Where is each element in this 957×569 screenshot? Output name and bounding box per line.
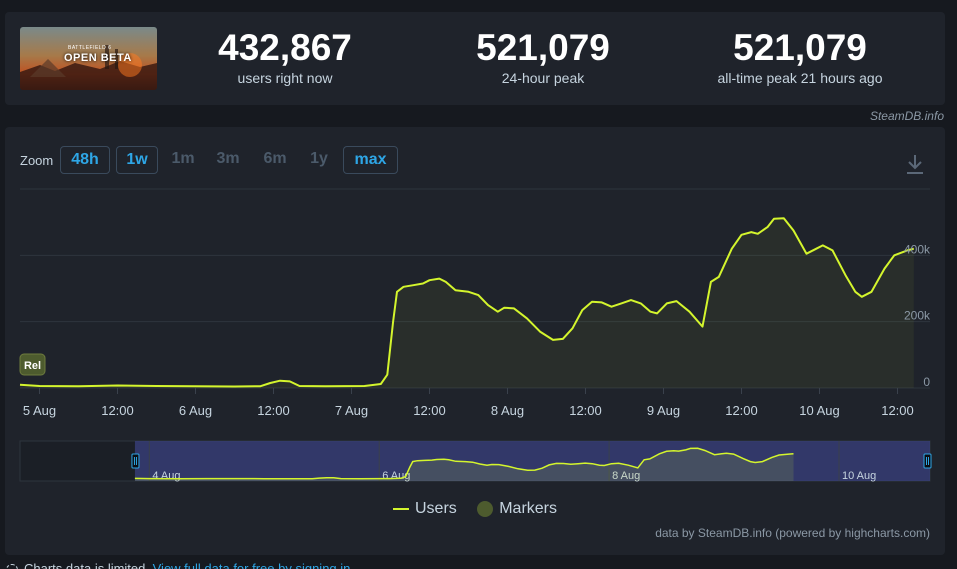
x-tick-label: 7 Aug (335, 403, 368, 418)
stat-label: all-time peak 21 hours ago (717, 70, 883, 86)
zoom-1y-button[interactable]: 1y (310, 150, 328, 167)
steamdb-credit-link[interactable]: SteamDB.info (869, 109, 944, 123)
zoom-max-button[interactable]: max (343, 146, 398, 174)
legend-item-markers[interactable]: Markers (477, 500, 557, 518)
chart-panel: Zoom 48h 1w 1m 3m 6m 1y max 0 200k 400k 5 A… (5, 127, 945, 555)
navigator-left-handle[interactable] (131, 453, 140, 469)
series-area (20, 218, 914, 388)
charts-limited-note: Charts data is limited. View full data f… (6, 561, 350, 569)
legend-label: Markers (499, 500, 557, 517)
navigator-line (134, 447, 794, 480)
footer-text: Charts data is limited. (24, 561, 149, 569)
x-tick-label: 8 Aug (491, 403, 524, 418)
zoom-1w-button[interactable]: 1w (116, 146, 158, 174)
x-tick-label: 12:00 (569, 403, 602, 418)
y-tick-label: 0 (923, 375, 930, 389)
y-tick-label: 400k (904, 242, 931, 256)
navigator-tick-label: 10 Aug (842, 470, 876, 482)
x-tick-label: 12:00 (257, 403, 290, 418)
stat-label: 24-hour peak (501, 70, 585, 86)
legend-line-swatch (392, 507, 409, 510)
series-line-users (19, 217, 915, 388)
x-tick-label: 12:00 (881, 403, 914, 418)
highcharts-credit[interactable]: data by SteamDB.info (powered by highcha… (655, 526, 930, 540)
stat-24h-peak: 521,079 24-hour peak (443, 27, 643, 87)
release-marker: Rel (19, 353, 46, 376)
thumbnail-title: OPEN BETA (64, 52, 132, 64)
x-tick-label: 12:00 (413, 403, 446, 418)
navigator-selection (134, 441, 930, 481)
stat-value: 521,079 (733, 27, 867, 68)
zoom-1m-button[interactable]: 1m (171, 150, 195, 167)
download-icon[interactable] (904, 153, 926, 175)
zoom-6m-button[interactable]: 6m (263, 150, 287, 167)
x-tick-label: 10 Aug (799, 403, 840, 418)
legend-item-users[interactable]: Users (392, 500, 457, 518)
legend-label: Users (414, 500, 457, 517)
x-tick-label: 6 Aug (179, 403, 212, 418)
legend-dot-swatch (477, 500, 494, 517)
loading-icon (6, 563, 18, 569)
zoom-48h-button[interactable]: 48h (60, 146, 110, 174)
stat-users-now: 432,867 users right now (185, 27, 385, 87)
x-tick-label: 12:00 (101, 403, 134, 418)
navigator-tick-label: 8 Aug (612, 470, 640, 482)
navigator-right-handle[interactable] (923, 453, 932, 469)
marker-badge (19, 353, 46, 376)
navigator-area (134, 448, 794, 481)
game-thumbnail[interactable]: BATTLEFIELD 6 OPEN BETA (20, 27, 157, 90)
stat-label: users right now (237, 70, 333, 86)
stats-panel: BATTLEFIELD 6 OPEN BETA 432,867 users ri… (5, 12, 945, 105)
stat-value: 521,079 (476, 27, 610, 68)
chart-legend: Users Markers (5, 500, 945, 518)
x-tick-label: 12:00 (725, 403, 758, 418)
zoom-label: Zoom (20, 153, 54, 168)
y-tick-label: 200k (904, 309, 931, 323)
thumbnail-subtitle: BATTLEFIELD 6 (68, 45, 112, 51)
marker-label: Rel (24, 360, 41, 372)
stat-all-time-peak: 521,079 all-time peak 21 hours ago (690, 27, 910, 87)
x-tick-label: 5 Aug (23, 403, 56, 418)
stat-value: 432,867 (218, 27, 352, 68)
sign-in-link[interactable]: View full data for free by signing in (152, 561, 351, 569)
zoom-3m-button[interactable]: 3m (216, 150, 240, 167)
player-count-chart[interactable]: 0 200k 400k 5 Aug 12:00 6 Aug 12:00 7 Aug 12:00 8… (5, 127, 945, 555)
x-tick-label: 9 Aug (647, 403, 680, 418)
